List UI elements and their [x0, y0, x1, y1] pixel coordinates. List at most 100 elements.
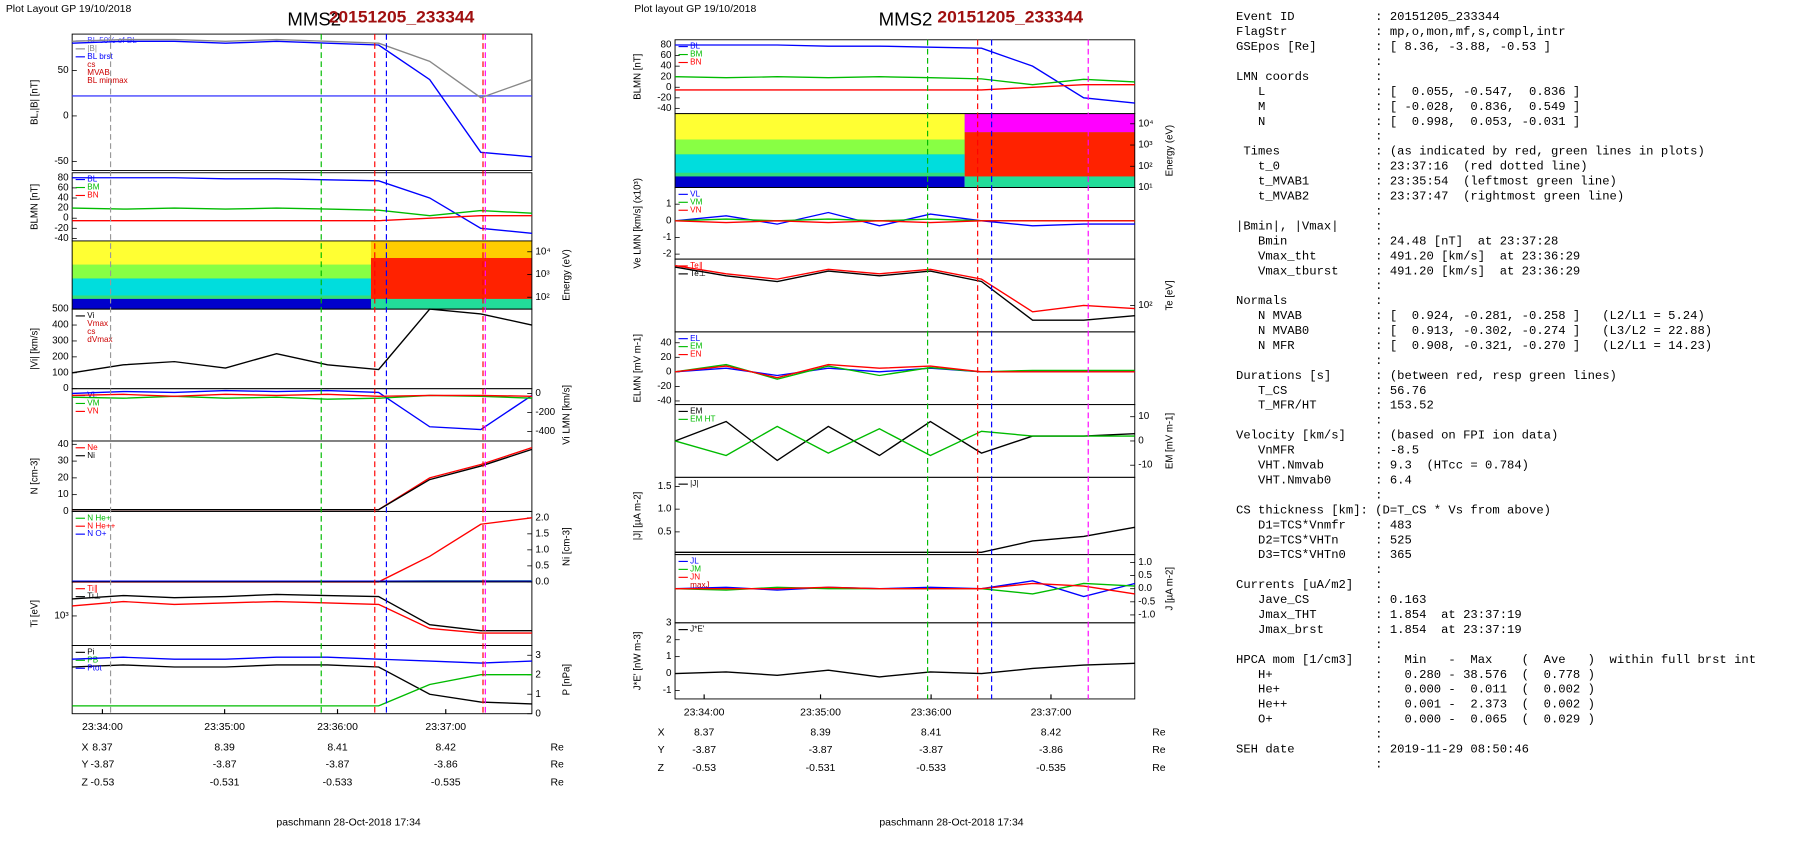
y-tick-label: 1.0	[535, 544, 549, 555]
series-line	[675, 662, 1135, 678]
eph-unit: Re	[1152, 763, 1166, 774]
series-line	[72, 177, 532, 234]
legend-entry: cs	[87, 327, 95, 336]
legend-entry: Ptot	[87, 663, 102, 672]
y-axis-label: Ni [cm-3]	[561, 527, 572, 566]
x-tick-label: 23:35:00	[800, 707, 841, 718]
y-axis-label: N [cm-3]	[29, 458, 40, 495]
eph-name: Z	[658, 763, 664, 774]
legend-entry: BN	[87, 191, 99, 200]
event-id: 20151205_233344	[937, 7, 1083, 27]
y-tick-label: 1.0	[658, 504, 672, 515]
y-tick-label: 10	[58, 489, 70, 500]
info-line: :	[1236, 55, 1382, 69]
eph-value: -0.53	[692, 763, 716, 774]
x-tick-label: 23:36:00	[911, 707, 952, 718]
info-line: LMN coords :	[1236, 70, 1382, 84]
series-line	[72, 600, 532, 634]
event-id: 20151205_233344	[329, 7, 475, 27]
eph-value: -0.535	[431, 778, 461, 789]
info-line: FlagStr : mp,o,mon,mf,s,compl,intr	[1236, 25, 1566, 39]
y-tick-label: 0	[666, 82, 672, 93]
y-tick-label: -20	[657, 381, 672, 392]
series-line	[675, 582, 1135, 595]
y-tick-label: 2.0	[535, 512, 549, 523]
info-line: VHT.Nmvab : 9.3 (HTcc = 0.784)	[1236, 459, 1529, 473]
y-tick-label: 10	[1138, 411, 1150, 422]
series-line	[72, 674, 532, 707]
eph-value: 8.39	[214, 743, 235, 754]
info-line: :	[1236, 130, 1382, 144]
plot-title: MMS2	[287, 8, 341, 29]
eph-value: -0.531	[210, 778, 240, 789]
series-line	[72, 207, 532, 217]
info-line: :	[1236, 489, 1382, 503]
info-line: CS thickness [km]: (D=T_CS * Vs from abo…	[1236, 503, 1551, 517]
y-tick-label: -200	[535, 407, 555, 418]
series-line	[674, 266, 1135, 321]
y-tick-label: -0.5	[1138, 596, 1156, 607]
y-tick-label: 0	[666, 215, 672, 226]
legend-entry: EN	[690, 350, 702, 359]
series-line	[674, 264, 1135, 313]
legend-entry: Te∥	[690, 261, 703, 270]
info-line: Bmin : 24.48 [nT] at 23:37:28	[1236, 234, 1558, 248]
series-line	[72, 393, 532, 397]
series-line	[72, 656, 532, 664]
eph-name: X	[81, 743, 88, 754]
legend-entry: BL	[690, 42, 700, 51]
spectrogram-band	[964, 132, 1135, 177]
legend-entry: JN	[690, 573, 700, 582]
y-tick-label: 0	[535, 388, 541, 399]
info-line: N MFR : [ 0.908, -0.321, -0.270 ] (L2/L1…	[1236, 339, 1712, 353]
panel-frame	[674, 187, 1136, 260]
plot-footer: paschmann 28-Oct-2018 17:34	[879, 818, 1024, 829]
info-line: :	[1236, 354, 1382, 368]
y-tick-label: 0	[63, 506, 69, 517]
legend-entry: EM	[690, 407, 703, 416]
y-tick-label: -1	[663, 685, 672, 696]
eph-value: -3.87	[213, 760, 237, 771]
eph-value: -3.87	[809, 745, 833, 756]
y-tick-label: 1.0	[1138, 557, 1152, 568]
y-tick-label: 20	[58, 203, 70, 214]
eph-value: -0.53	[90, 778, 114, 789]
legend-entry: VN	[690, 205, 702, 214]
legend-entry: N He++	[87, 521, 115, 530]
panel-frame	[71, 33, 533, 171]
series-line	[72, 40, 532, 158]
spectrogram-band	[675, 139, 965, 155]
y-tick-label: 2	[535, 669, 541, 680]
legend-entry: JL	[690, 557, 699, 566]
info-line: M : [ -0.028, 0.836, 0.549 ]	[1236, 100, 1580, 114]
spectrogram-band	[72, 264, 371, 279]
y-tick-label: 0.0	[535, 577, 549, 588]
y-tick-label: 1	[666, 199, 672, 210]
y-tick-label: 0.5	[1138, 570, 1152, 581]
y-tick-label: -2	[663, 249, 672, 260]
y-axis-label: Energy (eV)	[561, 249, 572, 300]
spectrogram-band	[675, 113, 965, 140]
legend-entry: BM	[690, 50, 703, 59]
y-axis-label: Ve LMN [km/s] (x10³)	[632, 178, 643, 269]
y-tick-label: 300	[52, 336, 69, 347]
legend-entry: EL	[690, 334, 700, 343]
eph-value: -3.87	[919, 745, 943, 756]
info-line: :	[1236, 563, 1382, 577]
legend-entry: BL brst	[87, 52, 113, 61]
series-line	[674, 425, 1135, 457]
y-tick-label: 2	[666, 634, 672, 645]
legend-entry: Vmax	[87, 319, 108, 328]
info-line: Velocity [km/s] : (based on FPI ion data…	[1236, 429, 1558, 443]
legend-entry: VN	[87, 407, 99, 416]
y-tick-label: 10²	[1138, 161, 1153, 172]
eph-value: 8.41	[327, 743, 348, 754]
y-tick-label: 40	[661, 337, 673, 348]
spectrogram-band	[370, 240, 532, 258]
y-tick-label: 30	[58, 456, 70, 467]
info-line: SEH date : 2019-11-29 08:50:46	[1236, 743, 1529, 757]
y-axis-label: Te [eV]	[1164, 280, 1175, 310]
panel-frame	[71, 172, 533, 242]
y-tick-label: -1	[663, 232, 672, 243]
